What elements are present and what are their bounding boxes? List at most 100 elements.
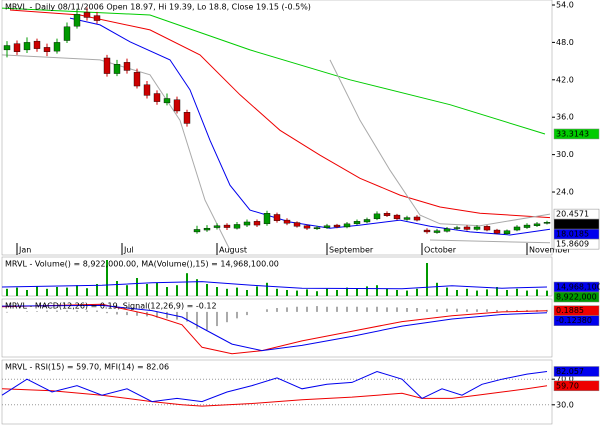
macd-histogram bbox=[216, 311, 218, 327]
volume-bar bbox=[446, 287, 448, 296]
candle-body bbox=[353, 221, 361, 225]
last-value-box bbox=[553, 315, 600, 326]
panel-title: MRVL - Daily 08/11/2006 Open 18.97, Hi 1… bbox=[5, 3, 311, 12]
volume-bar bbox=[226, 288, 228, 296]
volume-bar bbox=[16, 287, 18, 296]
candle-body bbox=[363, 219, 371, 223]
volume-bar bbox=[86, 288, 88, 296]
last-value-box bbox=[553, 128, 600, 140]
overlay-line bbox=[1, 54, 551, 251]
candle-body bbox=[533, 223, 541, 226]
macd-histogram bbox=[116, 311, 118, 315]
volume-bar bbox=[546, 290, 548, 296]
volume-bar bbox=[76, 285, 78, 296]
candle-body bbox=[93, 15, 101, 21]
macd-histogram bbox=[356, 306, 358, 312]
last-value-box bbox=[553, 238, 600, 250]
candle-body bbox=[493, 229, 501, 234]
macd-histogram bbox=[186, 311, 188, 322]
candle-body bbox=[73, 14, 81, 27]
panel-title: MRVL - MACD(12,26) = 0.19, Signal(12,26,… bbox=[5, 302, 217, 311]
candle-body bbox=[223, 224, 231, 228]
candle-body bbox=[343, 223, 351, 228]
overlay-line bbox=[1, 7, 546, 135]
candle-body bbox=[333, 224, 341, 228]
last-value-label: -0.12380 bbox=[556, 316, 592, 325]
y-tick-label: 30.0 bbox=[556, 150, 574, 159]
candle-body bbox=[103, 57, 111, 74]
macd-histogram bbox=[136, 311, 138, 316]
macd-histogram bbox=[466, 309, 468, 312]
last-value-label: 8,922,000 bbox=[556, 293, 597, 302]
volume-bar bbox=[206, 284, 208, 296]
macd-histogram bbox=[196, 311, 198, 329]
candle-body bbox=[283, 219, 291, 224]
volume-bar bbox=[356, 288, 358, 296]
volume-bar bbox=[486, 289, 488, 296]
candle-body bbox=[433, 230, 441, 233]
macd-histogram bbox=[416, 308, 418, 312]
volume-bar bbox=[26, 290, 28, 296]
volume-bar bbox=[146, 284, 148, 296]
macd-histogram bbox=[426, 309, 428, 312]
candle-body bbox=[273, 214, 281, 221]
x-tick-label: September bbox=[329, 246, 374, 255]
volume-bar bbox=[46, 288, 48, 296]
candle-body bbox=[13, 43, 21, 52]
macd-histogram bbox=[386, 307, 388, 312]
volume-bar bbox=[216, 287, 218, 296]
last-value-box bbox=[553, 366, 600, 377]
candle-body bbox=[53, 42, 61, 52]
volume-bar bbox=[186, 273, 188, 296]
macd-histogram bbox=[76, 310, 78, 312]
volume-bar bbox=[166, 287, 168, 296]
candle-body bbox=[113, 64, 121, 74]
macd-histogram bbox=[166, 311, 168, 319]
candle-body bbox=[523, 224, 531, 228]
macd-histogram bbox=[366, 307, 368, 312]
last-value-label: 82.057 bbox=[556, 367, 584, 376]
candle-body bbox=[513, 226, 521, 231]
x-tick-label: October bbox=[424, 246, 457, 255]
volume-bar bbox=[266, 282, 268, 296]
macd-histogram bbox=[396, 307, 398, 312]
macd-histogram bbox=[486, 309, 488, 312]
volume-bar bbox=[156, 282, 158, 296]
macd-histogram bbox=[516, 309, 518, 312]
candle-body bbox=[203, 227, 211, 231]
volume-bar bbox=[246, 290, 248, 296]
candle-body bbox=[263, 213, 271, 225]
macd-histogram bbox=[206, 311, 208, 330]
macd-histogram bbox=[376, 306, 378, 312]
macd-histogram bbox=[96, 310, 98, 312]
candle-body bbox=[313, 227, 321, 230]
candle-body bbox=[123, 62, 131, 71]
volume-bar bbox=[36, 286, 38, 296]
volume-bar bbox=[526, 290, 528, 296]
macd-histogram bbox=[446, 308, 448, 312]
overlay-line bbox=[9, 9, 551, 219]
last-value-label: 18.0185 bbox=[556, 230, 589, 239]
last-value-box bbox=[553, 291, 600, 303]
volume-bar bbox=[396, 290, 398, 296]
macd-histogram bbox=[236, 311, 238, 319]
indicator-line bbox=[1, 385, 548, 407]
volume-bar bbox=[126, 285, 128, 296]
y-tick-label: 36.0 bbox=[556, 113, 574, 122]
volume-bar bbox=[476, 290, 478, 296]
volume-bar bbox=[406, 290, 408, 296]
candle-body bbox=[63, 26, 71, 41]
macd-histogram bbox=[126, 311, 128, 316]
candle-body bbox=[3, 45, 11, 51]
volume-bar bbox=[136, 278, 138, 296]
candle-body bbox=[483, 226, 491, 231]
candle-body bbox=[403, 217, 411, 220]
volume-bar bbox=[236, 287, 238, 296]
y-tick-label: 30.0 bbox=[556, 400, 574, 409]
candle-body bbox=[413, 216, 421, 221]
candle-body bbox=[543, 222, 551, 224]
volume-bar bbox=[306, 289, 308, 296]
candle-body bbox=[153, 93, 161, 102]
macd-histogram bbox=[336, 306, 338, 312]
x-tick-label: November bbox=[529, 246, 571, 255]
